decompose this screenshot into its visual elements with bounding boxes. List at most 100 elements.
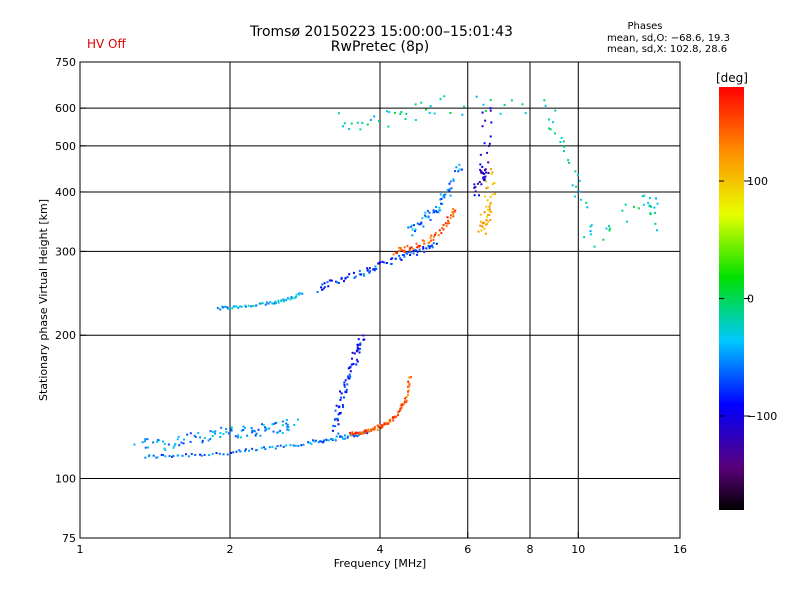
echo-point [355, 363, 358, 366]
echo-point [400, 248, 403, 251]
echo-point [435, 242, 438, 245]
echo-point [432, 238, 435, 241]
echo-point [322, 287, 325, 290]
echo-point [344, 391, 347, 394]
echo-point [269, 301, 272, 304]
echo-point [264, 429, 267, 432]
echo-point [385, 423, 388, 426]
echo-point [356, 435, 359, 438]
echo-point [486, 215, 489, 218]
echo-point [407, 380, 410, 383]
echo-point [334, 425, 337, 428]
echo-point [276, 431, 279, 434]
echo-point [255, 432, 258, 435]
echo-point [376, 428, 379, 431]
echo-point [260, 302, 263, 305]
echo-point [449, 216, 452, 219]
echo-point [366, 432, 369, 435]
echo-point [440, 232, 443, 235]
echo-point [352, 271, 355, 274]
echo-point [403, 246, 406, 249]
echo-point [605, 227, 608, 230]
echo-point [329, 279, 332, 282]
echo-point [209, 430, 212, 433]
echo-point [414, 103, 417, 106]
echo-point [489, 98, 492, 101]
echo-point [272, 430, 275, 433]
echo-point [230, 426, 233, 429]
echo-point [392, 419, 395, 422]
echo-point [158, 439, 161, 442]
echo-point [350, 122, 353, 125]
echo-point [416, 222, 419, 225]
x-axis-label: Frequency [MHz] [334, 557, 426, 570]
echo-point [289, 298, 292, 301]
echo-point [267, 302, 270, 305]
echo-point [482, 178, 485, 181]
echo-point [343, 385, 346, 388]
echo-point [379, 261, 382, 264]
echo-point [423, 251, 426, 254]
echo-point [521, 103, 524, 106]
echo-point [277, 431, 280, 434]
echo-point [486, 151, 489, 154]
echo-point [164, 448, 167, 451]
echo-point [185, 453, 188, 456]
echo-point [476, 182, 479, 185]
echo-point [655, 197, 658, 200]
echo-point [277, 301, 280, 304]
echo-point [649, 212, 652, 215]
echo-point [285, 444, 288, 447]
echo-point [291, 297, 294, 300]
echo-point [398, 246, 401, 249]
echo-point [414, 230, 417, 233]
echo-point [410, 376, 413, 379]
echo-point [488, 144, 491, 147]
echo-point [399, 247, 402, 250]
echo-point [285, 419, 288, 422]
echo-point [379, 424, 382, 427]
echo-point [431, 244, 434, 247]
echo-point [252, 429, 255, 432]
echo-point [491, 183, 494, 186]
echo-point [455, 166, 458, 169]
echo-point [480, 229, 483, 232]
echo-point [239, 450, 242, 453]
echo-point [336, 417, 339, 420]
echo-point [488, 210, 491, 213]
echo-point [346, 275, 349, 278]
echo-point [608, 229, 611, 232]
echo-point [356, 431, 359, 434]
echo-point [353, 352, 356, 355]
echo-point [285, 299, 288, 302]
echo-point [344, 434, 347, 437]
echo-point [423, 214, 426, 217]
echo-point [211, 435, 214, 438]
echo-point [428, 112, 431, 115]
echo-point [281, 420, 284, 423]
echo-point [478, 181, 481, 184]
echo-point [420, 101, 423, 104]
echo-point [357, 432, 360, 435]
echo-point [295, 293, 298, 296]
x-tick-label: 1 [77, 543, 84, 556]
echo-point [289, 444, 292, 447]
echo-point [414, 118, 417, 121]
echo-point [168, 455, 171, 458]
echo-point [481, 172, 484, 175]
echo-point [578, 179, 581, 182]
echo-point [392, 253, 395, 256]
echo-point [144, 456, 147, 459]
echo-point [485, 171, 488, 174]
echo-point [381, 425, 384, 428]
echo-point [271, 423, 274, 426]
chart-title-line1: Tromsø 20150223 15:00:00–15:01:43 [250, 24, 513, 40]
echo-point [341, 125, 344, 128]
echo-point [403, 402, 406, 405]
echo-point [398, 249, 401, 252]
echo-point [574, 170, 577, 173]
echo-point [445, 224, 448, 227]
echo-point [264, 426, 267, 429]
echo-point [201, 439, 204, 442]
echo-point [300, 444, 303, 447]
